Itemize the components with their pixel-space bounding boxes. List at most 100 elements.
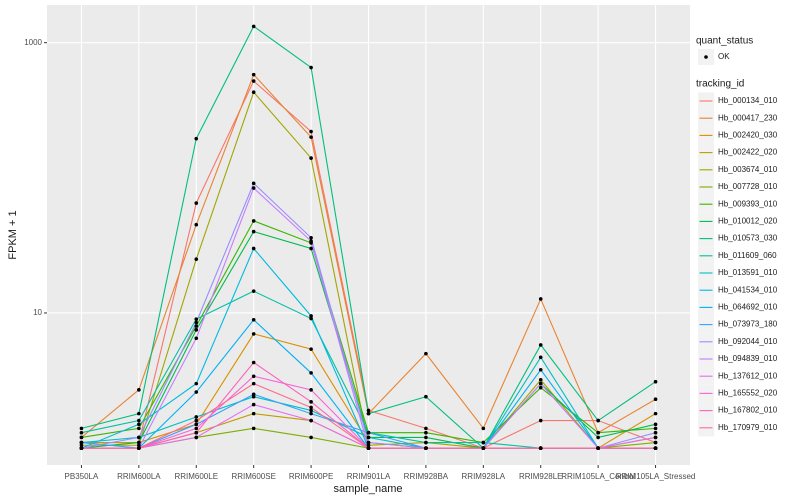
data-point bbox=[309, 314, 313, 318]
data-point bbox=[194, 201, 199, 205]
y-axis-title: FPKM + 1 bbox=[7, 210, 19, 259]
data-point bbox=[309, 371, 313, 375]
data-point bbox=[309, 411, 313, 416]
data-point bbox=[194, 324, 199, 328]
data-point bbox=[194, 390, 199, 394]
data-point bbox=[79, 426, 84, 431]
data-point bbox=[79, 435, 84, 440]
data-point bbox=[251, 181, 256, 186]
data-point bbox=[538, 297, 543, 301]
data-point bbox=[309, 239, 313, 243]
data-point bbox=[79, 440, 84, 445]
data-point bbox=[251, 186, 256, 190]
data-point bbox=[538, 343, 543, 347]
data-point bbox=[366, 446, 371, 450]
data-point bbox=[194, 320, 199, 325]
data-point bbox=[137, 440, 141, 445]
x-tick-label: RRIM105LA_Control bbox=[561, 472, 635, 481]
x-axis-title: sample_name bbox=[333, 483, 402, 495]
legend-label: Hb_003674_010 bbox=[718, 165, 778, 174]
data-point bbox=[251, 219, 256, 223]
data-point bbox=[137, 418, 141, 423]
data-point bbox=[194, 381, 199, 386]
legend-label: Hb_041534_010 bbox=[718, 285, 778, 294]
data-point bbox=[538, 355, 543, 360]
data-point bbox=[309, 347, 313, 351]
legend-label: Hb_165552_020 bbox=[718, 389, 778, 398]
data-point bbox=[309, 408, 313, 413]
data-point bbox=[538, 385, 543, 390]
legend-point bbox=[704, 55, 708, 59]
data-point bbox=[596, 435, 600, 440]
legend-label: Hb_011609_060 bbox=[718, 251, 777, 260]
data-point bbox=[251, 318, 256, 322]
legend-label: Hb_002420_030 bbox=[718, 131, 778, 140]
data-point bbox=[251, 289, 256, 293]
data-point bbox=[137, 435, 141, 440]
legend-label: Hb_007728_010 bbox=[718, 182, 778, 191]
data-point bbox=[538, 378, 543, 382]
data-point bbox=[653, 426, 658, 431]
data-point bbox=[251, 411, 256, 416]
data-point bbox=[137, 426, 141, 431]
legend-label: Hb_013591_010 bbox=[718, 268, 778, 277]
data-point bbox=[653, 446, 658, 450]
legend-label: Hb_000134_010 bbox=[718, 96, 778, 105]
legend-label: Hb_064692_010 bbox=[718, 303, 778, 312]
data-point bbox=[366, 408, 371, 413]
data-point bbox=[653, 379, 658, 384]
data-point bbox=[194, 415, 199, 419]
data-point bbox=[194, 422, 199, 427]
data-point bbox=[137, 388, 141, 392]
data-point bbox=[194, 222, 199, 227]
data-point bbox=[424, 430, 428, 435]
data-point bbox=[653, 430, 658, 435]
data-point bbox=[424, 435, 428, 440]
data-point bbox=[251, 90, 256, 95]
data-point bbox=[251, 246, 256, 251]
legend-label: Hb_009393_010 bbox=[718, 199, 778, 208]
data-point bbox=[79, 430, 84, 435]
data-point bbox=[194, 430, 199, 435]
data-point bbox=[481, 446, 486, 450]
data-point bbox=[309, 129, 313, 134]
data-point bbox=[137, 446, 141, 450]
data-point bbox=[424, 426, 428, 431]
data-point bbox=[251, 79, 256, 83]
data-point bbox=[137, 411, 141, 416]
y-tick-label: 1000 bbox=[24, 38, 42, 47]
data-point bbox=[653, 435, 658, 440]
data-point bbox=[79, 446, 84, 450]
data-point bbox=[251, 229, 256, 234]
data-point bbox=[596, 418, 600, 423]
data-point bbox=[481, 426, 486, 431]
data-point bbox=[194, 418, 199, 423]
y-tick-label: 10 bbox=[33, 308, 42, 317]
x-tick-label: PB350LA bbox=[65, 472, 99, 481]
legend-label: Hb_010012_020 bbox=[718, 217, 778, 226]
legend-label: Hb_167802_010 bbox=[718, 406, 778, 415]
data-point bbox=[366, 435, 371, 440]
data-point bbox=[424, 446, 428, 450]
legend-label: Hb_170979_010 bbox=[718, 423, 778, 432]
shape-legend-title: quant_status bbox=[696, 36, 753, 47]
data-point bbox=[309, 65, 313, 70]
data-point bbox=[251, 426, 256, 431]
x-tick-label: RRIM600LE bbox=[174, 472, 218, 481]
data-point bbox=[194, 336, 199, 341]
data-point bbox=[309, 316, 313, 321]
x-tick-label: RRIM901LA bbox=[347, 472, 391, 481]
x-tick-label: RRIM105LA_Stressed bbox=[616, 472, 696, 481]
data-point bbox=[596, 430, 600, 435]
data-point bbox=[309, 246, 313, 251]
data-point bbox=[79, 443, 84, 448]
data-point bbox=[251, 402, 256, 407]
x-tick-label: RRIM928LE bbox=[519, 472, 563, 481]
data-point bbox=[251, 392, 256, 397]
legend-label: Hb_000417_230 bbox=[718, 113, 778, 122]
x-tick-label: RRIM600PE bbox=[289, 472, 333, 481]
legend-label: OK bbox=[718, 52, 730, 61]
data-point bbox=[653, 397, 658, 402]
data-point bbox=[251, 374, 256, 379]
data-point bbox=[251, 360, 256, 365]
